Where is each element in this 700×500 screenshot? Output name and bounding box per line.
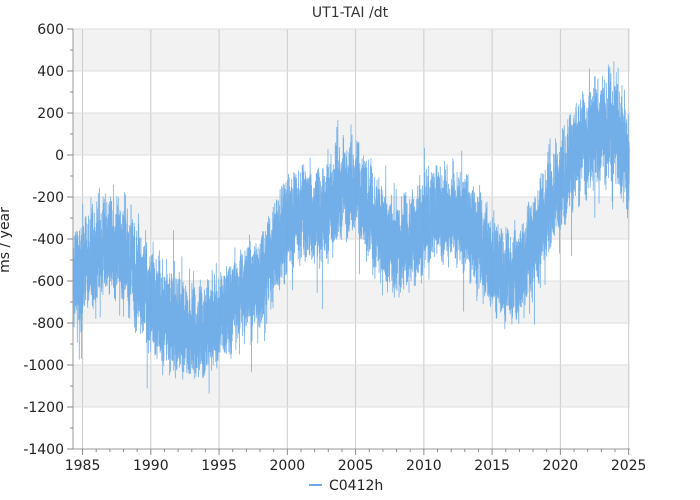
legend-label-c0412h: C0412h (329, 478, 383, 494)
x-tick-labels: 1985 1990 1995 2000 2005 2010 2015 2020 2025 (65, 458, 647, 474)
y-tick-label--200: -200 (32, 190, 64, 206)
x-tick-label-1995: 1995 (201, 458, 237, 474)
band--1200--1000 (73, 365, 630, 407)
x-tick-label-1985: 1985 (65, 458, 101, 474)
y-tick-label--1200: -1200 (23, 400, 64, 416)
y-tick-label-600: 600 (37, 22, 64, 38)
x-tick-label-2015: 2015 (474, 458, 510, 474)
y-axis-label: ms / year (0, 207, 13, 273)
band-0-200 (73, 113, 630, 155)
y-tick-label--1400: -1400 (23, 442, 64, 458)
x-tick-label-1990: 1990 (133, 458, 169, 474)
chart-title: UT1-TAI /dt (312, 5, 389, 21)
plot-axes (67, 28, 630, 455)
y-tick-label-400: 400 (37, 64, 64, 80)
x-tick-label-2005: 2005 (338, 458, 374, 474)
y-tick-label--600: -600 (32, 274, 64, 290)
x-tick-label-2025: 2025 (611, 458, 647, 474)
y-tick-label--800: -800 (32, 316, 64, 332)
y-tick-label-0: 0 (55, 148, 64, 164)
legend: C0412h (309, 478, 383, 494)
y-tick-labels: -1400 -1200 -1000 -800 -600 -400 -200 0 200 400 60… (23, 22, 64, 458)
y-tick-label-200: 200 (37, 106, 64, 122)
x-tick-label-2010: 2010 (406, 458, 442, 474)
series-line-c0412h (73, 61, 630, 394)
y-tick-label--1000: -1000 (23, 358, 64, 374)
x-tick-label-2000: 2000 (270, 458, 306, 474)
band--1400--1200 (73, 407, 630, 449)
band-200-400 (73, 71, 630, 113)
series-area (73, 61, 630, 394)
band-400-600 (73, 29, 630, 71)
y-tick-label--400: -400 (32, 232, 64, 248)
x-tick-label-2020: 2020 (543, 458, 579, 474)
